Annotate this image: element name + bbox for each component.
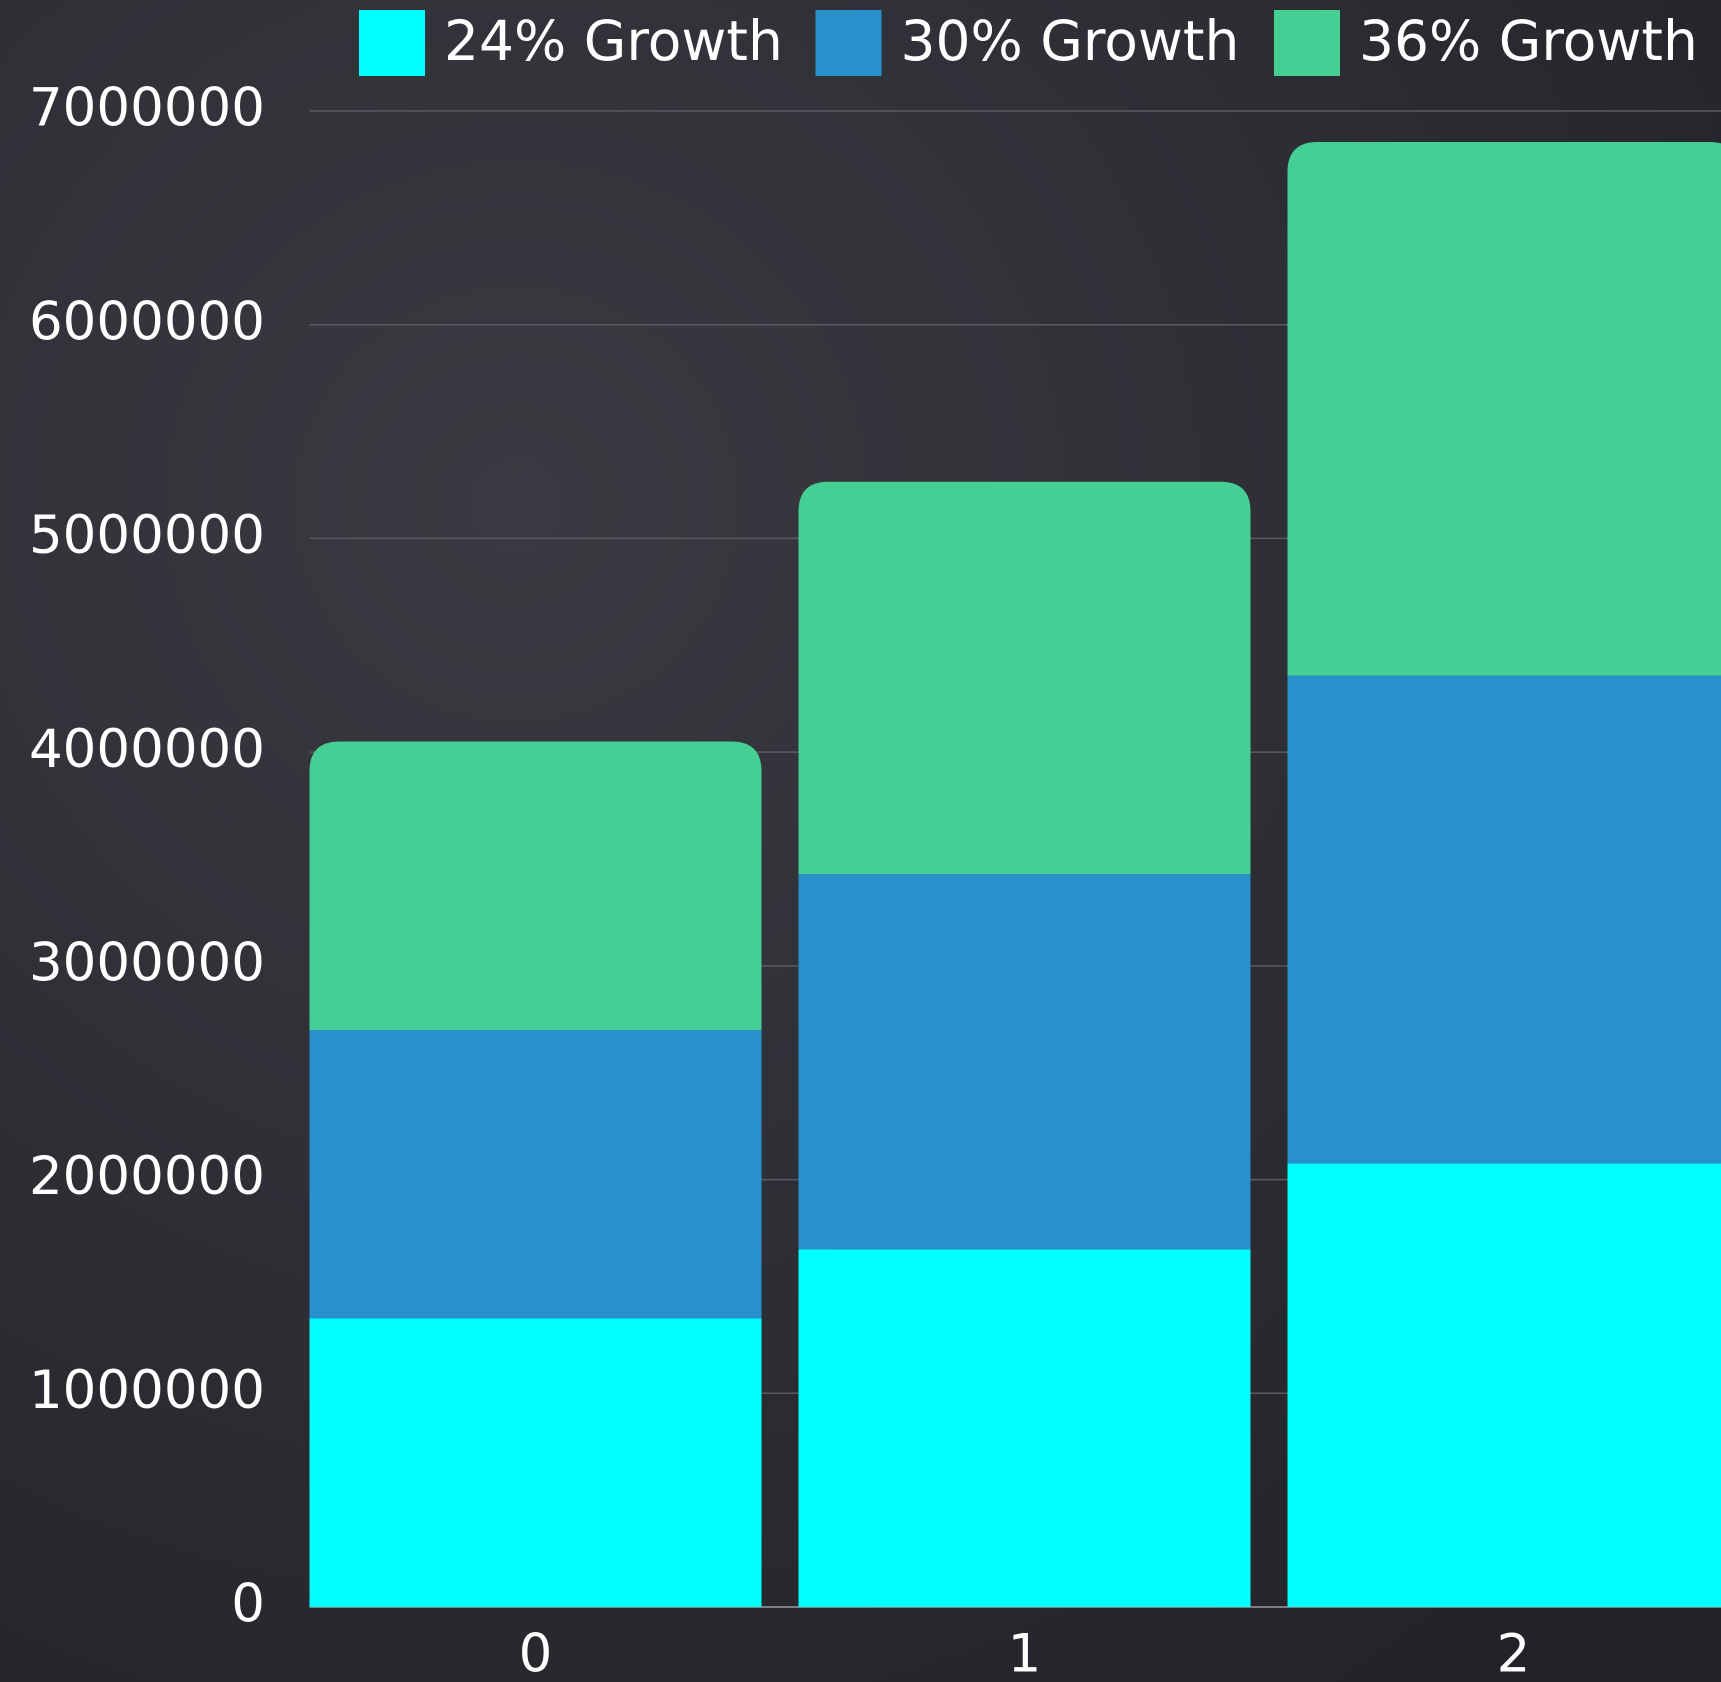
- y-tick-label: 7000000: [29, 78, 265, 139]
- legend-label: 36% Growth: [1359, 9, 1698, 73]
- bar-segment: [309, 1318, 762, 1607]
- y-tick-label: 0: [231, 1574, 265, 1635]
- bar-segment: [309, 1029, 762, 1319]
- legend-label: 24% Growth: [444, 9, 783, 73]
- bars: [309, 141, 1721, 1607]
- x-tick-label: 1: [1008, 1624, 1042, 1682]
- y-tick-label: 1000000: [29, 1360, 265, 1421]
- x-tick-label: 2: [1497, 1624, 1531, 1682]
- bar-segment: [1287, 675, 1721, 1164]
- bar-segment: [798, 481, 1251, 875]
- legend-swatch: [359, 10, 425, 76]
- bar-segment: [798, 1249, 1251, 1607]
- labels: 0 1000000 2000000 3000000 4000000 5000000 6000…: [29, 78, 1530, 1682]
- bar-segment: [1287, 1163, 1721, 1607]
- legend-swatch: [815, 10, 882, 76]
- legend: 24% Growth 30% Growth 36% Growth: [359, 9, 1698, 76]
- x-tick-label: 0: [519, 1624, 553, 1682]
- y-tick-label: 5000000: [29, 505, 265, 566]
- legend-swatch: [1274, 10, 1340, 76]
- y-tick-label: 2000000: [29, 1146, 265, 1207]
- bar-segment: [798, 874, 1251, 1250]
- bar-segment: [309, 741, 762, 1030]
- y-tick-label: 4000000: [29, 719, 265, 780]
- bar-segment: [1287, 141, 1721, 676]
- y-tick-label: 3000000: [29, 932, 265, 993]
- y-tick-label: 6000000: [29, 291, 265, 352]
- legend-label: 30% Growth: [901, 9, 1240, 73]
